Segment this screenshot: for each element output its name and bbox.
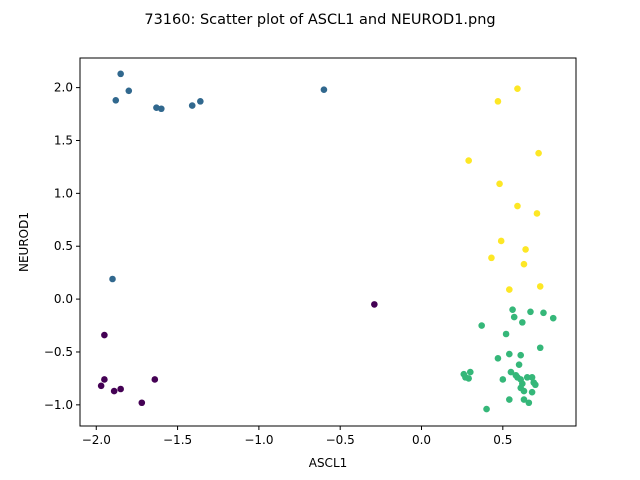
data-point	[549, 314, 557, 322]
data-point	[509, 306, 516, 313]
data-point	[522, 246, 529, 253]
data-point	[158, 105, 165, 113]
data-point	[528, 388, 536, 396]
data-point	[101, 331, 108, 339]
data-point	[502, 330, 510, 338]
data-point	[465, 157, 472, 164]
data-point	[499, 376, 507, 383]
data-point	[536, 344, 544, 352]
x-tick-label: −0.5	[326, 433, 355, 447]
data-point	[506, 286, 513, 293]
data-point	[494, 355, 502, 362]
data-point	[97, 382, 105, 390]
y-tick-label: 2.0	[54, 81, 73, 95]
data-point	[507, 368, 515, 376]
data-point	[520, 387, 528, 395]
data-point	[515, 361, 523, 368]
y-axis-ticks: −1.0 −0.5 0.0 0.5 1.0 1.5 2.0	[44, 81, 80, 412]
data-point	[478, 322, 485, 329]
data-point	[371, 301, 378, 308]
y-tick-label: 0.5	[54, 239, 73, 253]
data-point	[506, 350, 513, 358]
data-point	[110, 387, 118, 395]
data-point	[488, 254, 495, 262]
data-point	[519, 319, 526, 326]
x-axis-label: ASCL1	[309, 456, 348, 470]
data-point	[536, 283, 544, 290]
y-tick-label: 0.0	[54, 292, 73, 306]
data-point	[320, 86, 328, 94]
data-point	[494, 98, 502, 105]
data-point	[117, 385, 124, 393]
x-tick-label: 0.5	[493, 433, 512, 447]
x-tick-label: −1.0	[244, 433, 273, 447]
data-point	[514, 85, 521, 92]
data-point	[497, 237, 505, 245]
chart-title: 73160: Scatter plot of ASCL1 and NEUROD1…	[144, 12, 495, 28]
data-point	[465, 375, 472, 382]
data-point	[151, 376, 159, 383]
plot-area: −2.0 −1.5 −1.0 −0.5 0.0 0.5 −1.0 −0.5 0.0 0.5 1.0…	[44, 57, 577, 447]
data-point	[528, 374, 536, 381]
data-point	[117, 70, 124, 78]
y-axis-label: NEUROD1	[17, 212, 31, 272]
data-point	[514, 202, 521, 210]
x-tick-label: −1.5	[163, 433, 192, 447]
data-point	[112, 97, 120, 104]
data-point	[496, 180, 503, 188]
data-point	[540, 309, 547, 317]
y-tick-label: −1.0	[44, 398, 73, 412]
data-point	[535, 149, 542, 157]
data-point	[520, 396, 528, 403]
y-tick-label: −0.5	[44, 345, 73, 359]
data-point	[527, 308, 534, 316]
y-tick-label: 1.5	[54, 133, 73, 147]
data-point	[138, 399, 146, 407]
y-tick-label: 1.0	[54, 186, 73, 200]
x-tick-label: 0.0	[412, 433, 431, 447]
data-point	[101, 376, 108, 383]
data-point	[532, 381, 539, 389]
data-point	[188, 102, 196, 109]
data-point	[483, 405, 490, 413]
data-point	[517, 351, 525, 359]
data-point	[523, 374, 531, 381]
axes-frame	[79, 57, 577, 427]
data-point	[506, 396, 513, 403]
data-point	[467, 368, 474, 376]
points-layer	[97, 70, 557, 413]
data-point	[533, 210, 541, 217]
data-point	[510, 313, 518, 321]
data-point	[197, 98, 204, 105]
x-tick-label: −2.0	[82, 433, 111, 447]
x-axis-ticks: −2.0 −1.5 −1.0 −0.5 0.0 0.5	[82, 426, 512, 447]
data-point	[125, 87, 133, 95]
data-point	[525, 399, 533, 407]
data-point	[520, 260, 528, 268]
data-point	[109, 275, 116, 283]
